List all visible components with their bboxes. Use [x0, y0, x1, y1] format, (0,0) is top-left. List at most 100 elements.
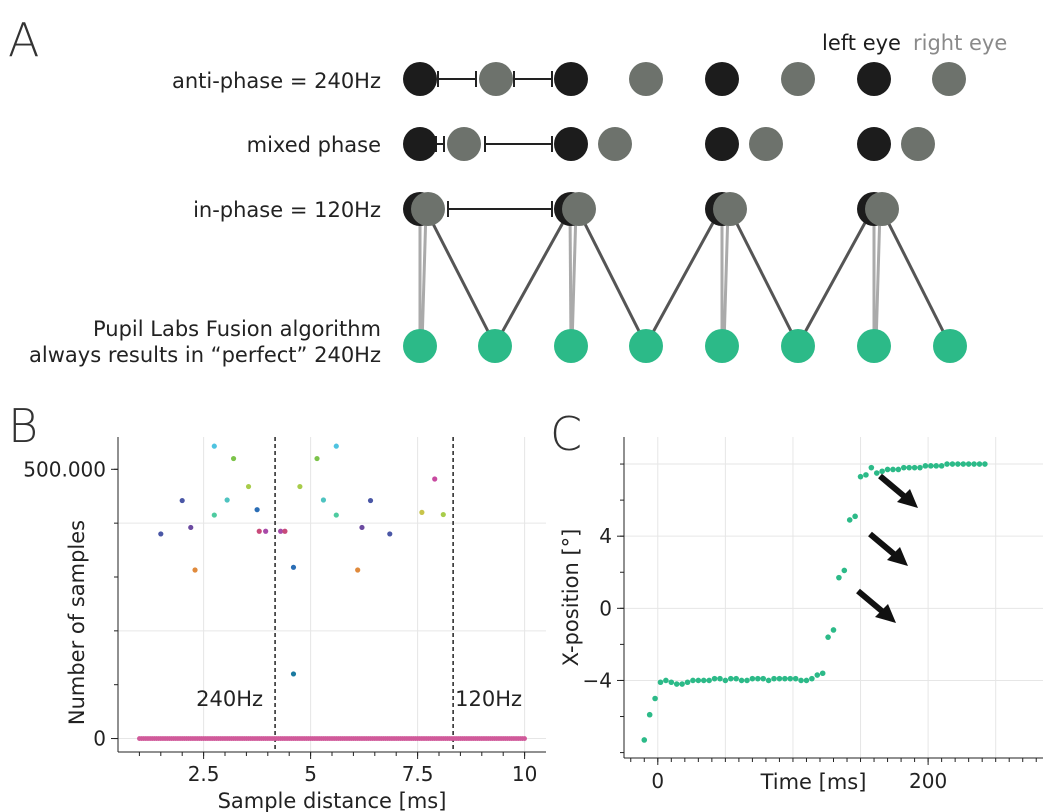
data-point [717, 675, 723, 682]
data-point [646, 711, 653, 718]
y-axis-label: Number of samples [65, 520, 89, 725]
data-point [333, 443, 339, 449]
panel-letter-b: B [8, 399, 38, 453]
left-eye-sample [705, 127, 739, 161]
right-eye-sample [781, 62, 815, 96]
left-eye-sample [857, 127, 891, 161]
data-point [933, 463, 940, 469]
data-point [711, 675, 718, 682]
data-point [211, 512, 217, 518]
fused-sample [478, 329, 512, 363]
y-tick-label: 500.000 [23, 457, 106, 481]
left-eye-sample [705, 62, 739, 96]
data-point [955, 461, 961, 467]
y-axis-label: X-position [°] [559, 529, 583, 667]
right-eye-sample [479, 62, 513, 96]
data-point [432, 476, 438, 482]
right-eye-sample [411, 192, 445, 226]
fused-sample [933, 329, 967, 363]
data-point [355, 567, 361, 573]
data-point [830, 627, 837, 633]
data-point [278, 528, 284, 534]
data-point [314, 455, 320, 462]
x-tick-label: 2.5 [188, 762, 220, 786]
data-point [333, 512, 339, 518]
panel-letter-c: C [550, 407, 582, 461]
fused-sample [857, 329, 891, 363]
data-point [652, 695, 658, 702]
data-point [890, 466, 896, 473]
data-point [868, 464, 875, 471]
data-point [158, 531, 164, 537]
data-point [879, 468, 885, 475]
right-eye-sample [447, 127, 481, 161]
fusion-label-line1: Pupil Labs Fusion algorithm [93, 317, 381, 341]
row-mixed-phase [403, 127, 935, 161]
x-tick-label: 0 [651, 769, 664, 793]
data-point [254, 507, 260, 513]
data-point [290, 564, 297, 570]
data-point [679, 681, 685, 687]
data-point [922, 463, 929, 469]
data-point [722, 677, 729, 684]
fused-sample [403, 329, 437, 363]
data-point [320, 497, 327, 503]
data-point [684, 679, 691, 686]
right-eye-sample [749, 127, 783, 161]
arrow-annotations [856, 473, 918, 623]
data-point [749, 675, 756, 682]
data-point [836, 574, 842, 581]
data-point [982, 461, 988, 467]
row-label-anti-phase: anti-phase = 240Hz [172, 69, 381, 93]
left-eye-sample [554, 62, 588, 96]
data-point [673, 681, 680, 687]
data-point [282, 528, 288, 534]
link-line [796, 209, 874, 346]
fused-sample [705, 329, 739, 363]
link-line [420, 209, 428, 346]
data-point [755, 675, 761, 682]
fused-sample [554, 329, 588, 363]
data-point [765, 677, 772, 684]
data-point [230, 455, 237, 462]
data-point [852, 513, 858, 520]
left-eye-sample [403, 127, 437, 161]
fused-sample [629, 329, 663, 363]
panel-letter-a: A [8, 13, 39, 67]
y-tick-label: 0 [93, 727, 106, 751]
arrow-shaft [868, 531, 897, 558]
data-point [938, 463, 945, 469]
data-point [419, 509, 425, 515]
arrow-head [897, 489, 918, 508]
right-eye-sample [932, 62, 966, 96]
data-point [263, 528, 269, 534]
data-point [700, 677, 707, 684]
y-tick-label: 4 [599, 524, 612, 548]
fusion-links [418, 209, 952, 346]
data-point [798, 677, 804, 684]
link-line [880, 209, 952, 346]
sampling-diagram [403, 62, 967, 363]
data-point [841, 567, 848, 574]
legend-left-eye: left eye [822, 31, 901, 55]
link-line [493, 209, 572, 346]
x-axis-label: Time [ms] [760, 770, 867, 794]
data-point [873, 470, 880, 476]
row-label-mixed-phase: mixed phase [247, 133, 381, 157]
link-line [570, 209, 578, 346]
right-eye-sample [713, 192, 747, 226]
data-point [906, 464, 912, 471]
data-point [814, 672, 821, 678]
link-line [576, 209, 648, 346]
data-point [367, 497, 374, 504]
data-point [911, 464, 918, 471]
data-point [949, 461, 956, 467]
fused-sample [781, 329, 815, 363]
link-line [722, 209, 730, 346]
data-point [188, 524, 194, 531]
data-point [738, 677, 745, 684]
data-point [782, 675, 788, 682]
arrow-shaft [878, 473, 907, 500]
row-fused [403, 329, 967, 363]
